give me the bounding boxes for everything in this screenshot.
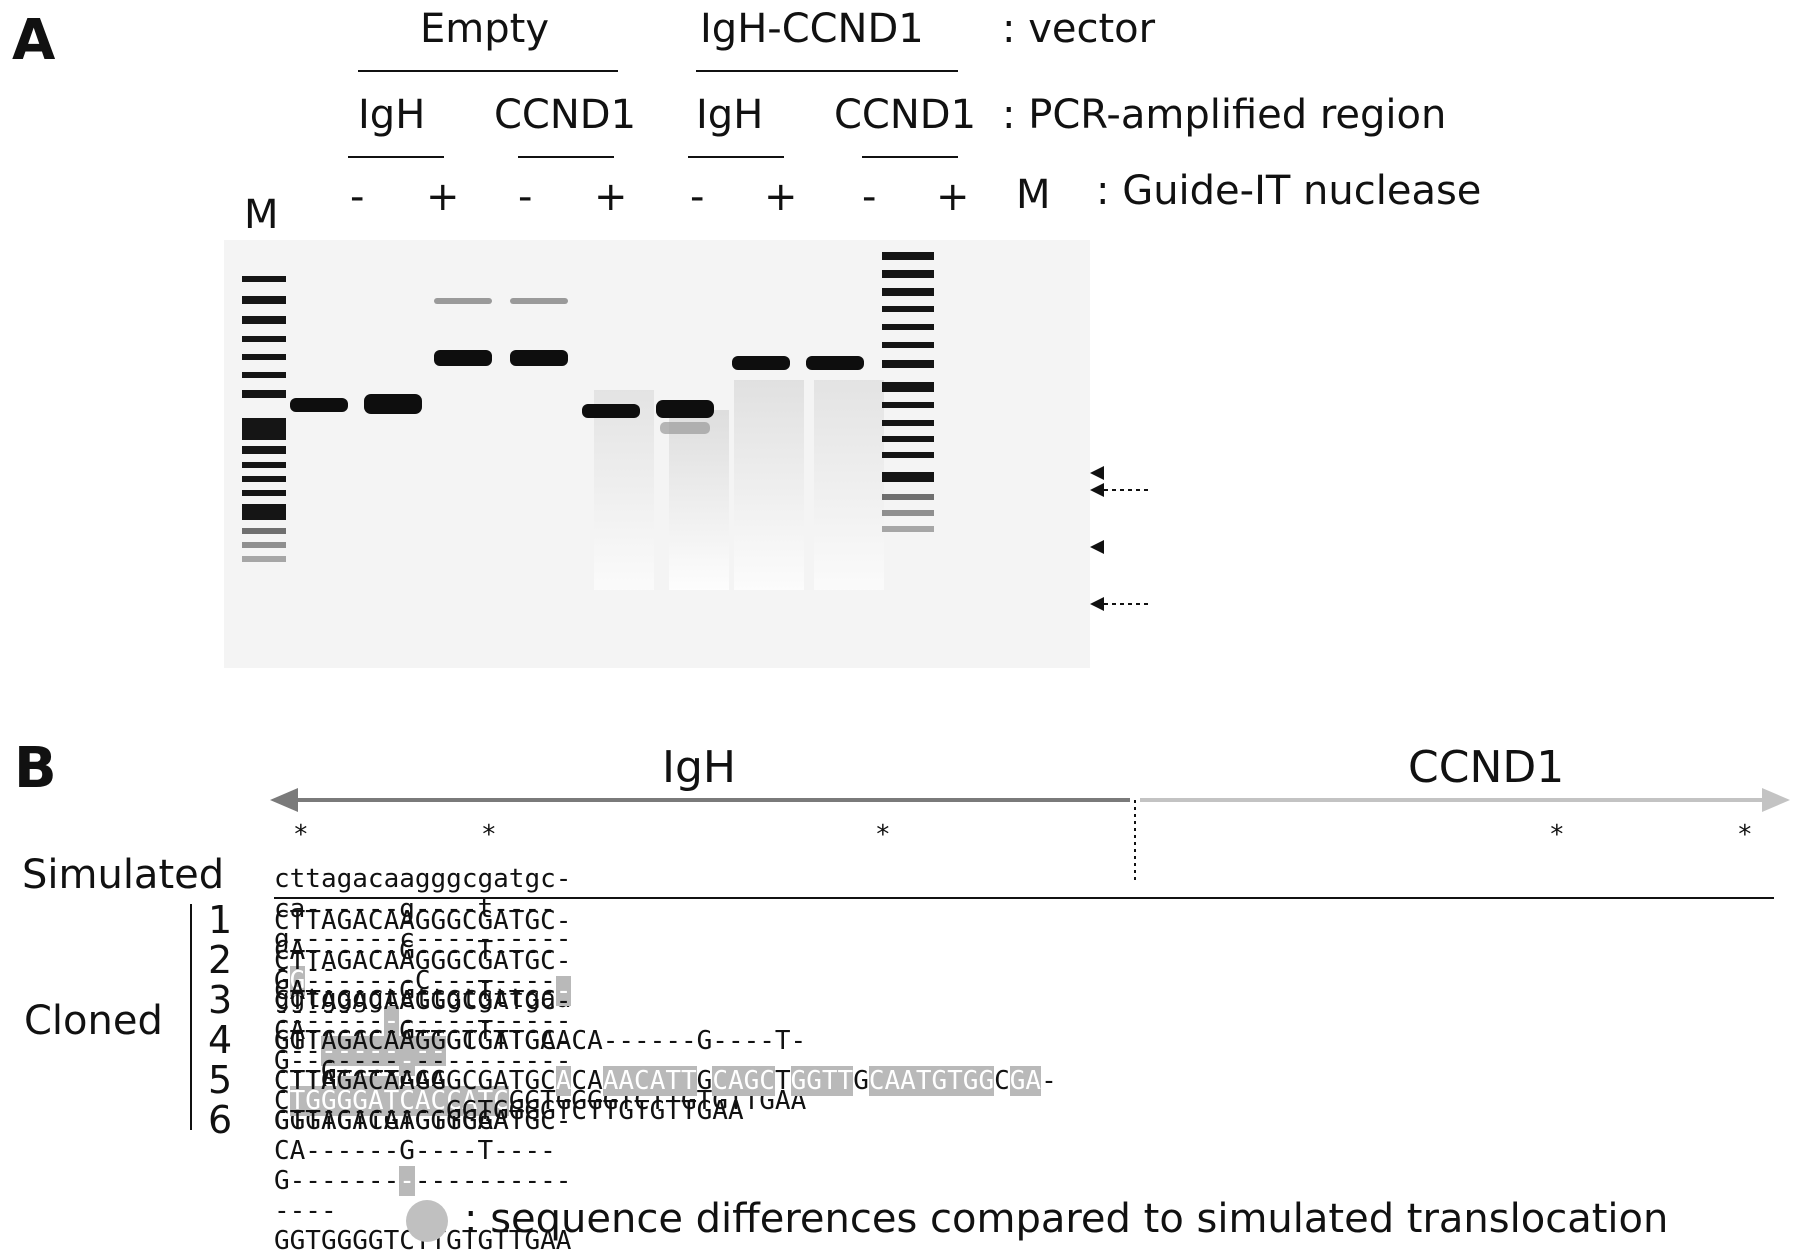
cloned-bracket (190, 904, 192, 1130)
region-arrows (270, 788, 1790, 882)
sample-bands (290, 350, 864, 418)
vector-igh-ccnd1-underline (696, 70, 958, 72)
star-4: * (1549, 820, 1565, 850)
simulated-sequence: cttagacaagggcgatgc-ca------g----t----g--… (274, 864, 572, 1014)
region-underline-2 (518, 156, 614, 158)
gel-image (224, 240, 1090, 668)
right-ladder (882, 252, 934, 532)
band-arrows (1090, 466, 1148, 611)
igh-region-label: IgH (662, 742, 736, 793)
sequence-segment: ------- (274, 1006, 384, 1036)
sequence-difference: GGTT (790, 1066, 854, 1096)
nuclease-sign-7: - (862, 174, 877, 220)
ccnd1-arrowhead (1762, 788, 1790, 812)
sequence-difference: G (289, 966, 306, 996)
region-caption: : PCR-amplified region (1002, 92, 1447, 138)
arrowhead-dotted-1 (1090, 483, 1104, 497)
panel-a-label: A (12, 8, 56, 73)
sequence-segment: CTTAGACAAGGGCGATGC-CA------G----T----G--… (274, 1106, 572, 1196)
nuclease-sign-3: - (518, 174, 533, 220)
star-1: * (293, 820, 309, 850)
nuclease-sign-8: + (936, 174, 970, 220)
vector-empty-underline (358, 70, 618, 72)
sequence-segment: CTTAGACAAGGGCGATGC-CA------G----T---- (274, 946, 572, 1006)
star-3: * (875, 820, 891, 850)
arrowhead-dotted-2 (1090, 597, 1104, 611)
sequence-segment: -------------- (274, 1006, 572, 1066)
sequence-difference: -------- (320, 1036, 447, 1066)
region-label-2: CCND1 (494, 92, 637, 138)
clone-seq-6: CTTAGACAAGGGCGATGC-CA------G----T----G--… (274, 1106, 571, 1256)
nuclease-sign-4: + (594, 174, 628, 220)
sequence-segment: CTTAGACAAGGGCGATGC-CA------G----T----G (274, 906, 572, 996)
sequence-difference: CAGC (712, 1066, 775, 1096)
clone-seq-1: CTTAGACAAGGGCGATGC-CA------G----T----GG -… (274, 906, 571, 1056)
sequence-segment: CA (571, 1066, 603, 1096)
region-label-3: IgH (696, 92, 764, 138)
marker-left-label: M (244, 192, 279, 238)
sequence-difference: AACATT (602, 1066, 697, 1096)
clone-number-5: 5 (208, 1058, 233, 1102)
vector-igh-ccnd1-label: IgH-CCND1 (700, 6, 924, 52)
nuclease-sign-6: + (764, 174, 798, 220)
clone-seq-5: CTTAGACAAGGGCGATGCACAAACATTGCAGCTGGTTGCA… (274, 1066, 1057, 1126)
clone-number-2: 2 (208, 938, 233, 982)
sequence-difference: GA (1009, 1066, 1042, 1096)
region-underline-4 (862, 156, 958, 158)
arrowhead-solid-1 (1090, 466, 1104, 480)
region-underline-1 (348, 156, 444, 158)
sequence-difference: - (399, 1166, 415, 1196)
cloned-label: Cloned (24, 998, 163, 1044)
region-underline-3 (688, 156, 784, 158)
star-2: * (481, 820, 497, 850)
region-label-4: CCND1 (834, 92, 977, 138)
nuclease-sign-1: - (350, 174, 365, 220)
sequence-difference: TGGGGATCACCATC (289, 1086, 509, 1116)
clone-number-4: 4 (208, 1018, 233, 1062)
sequence-difference: - (399, 1046, 415, 1076)
sequence-segment: T (774, 1066, 791, 1096)
nuclease-sign-2: + (426, 174, 460, 220)
legend-text: : sequence differences compared to simul… (464, 1196, 1669, 1242)
sequence-segment: ------------GGTGGGGTCTTGTGTTGAA (274, 1066, 1057, 1126)
marker-right-label: M (1016, 172, 1051, 218)
clone-number-1: 1 (208, 898, 233, 942)
left-ladder (242, 276, 286, 562)
legend-swatch (406, 1200, 448, 1242)
sequence-difference: - (383, 1006, 400, 1036)
sequence-difference: CAATGTGG (868, 1066, 995, 1096)
sequence-segment: CTTAGACAAGGGCGATGC-CA------G----T----G--… (274, 1026, 807, 1116)
nuclease-caption: : Guide-IT nuclease (1096, 168, 1482, 214)
arrowhead-solid-2 (1090, 540, 1104, 554)
simulated-underline (274, 897, 1774, 899)
vector-caption: : vector (1002, 6, 1156, 52)
region-label-1: IgH (358, 92, 426, 138)
nuclease-sign-5: - (690, 174, 705, 220)
ccnd1-region-label: CCND1 (1408, 742, 1565, 793)
sequence-difference: A (555, 1066, 572, 1096)
clone-number-3: 3 (208, 978, 233, 1022)
sequence-difference: - (555, 976, 572, 1006)
sequence-segment: C (994, 1066, 1010, 1096)
sequence-segment: CTTAGACAAGGGCGATGC-CA------G----T----G--… (274, 986, 572, 1076)
sequence-segment: CTTAGACAAGGGCGATGC (274, 1066, 556, 1096)
sequence-segment: G (696, 1066, 713, 1096)
sequence-segment: G (853, 1066, 869, 1096)
clone-number-6: 6 (208, 1098, 233, 1142)
panel-b-label: B (14, 736, 57, 801)
simulated-label: Simulated (22, 852, 225, 898)
igh-arrowhead (270, 788, 298, 812)
star-5: * (1737, 820, 1753, 850)
vector-empty-label: Empty (420, 6, 549, 52)
